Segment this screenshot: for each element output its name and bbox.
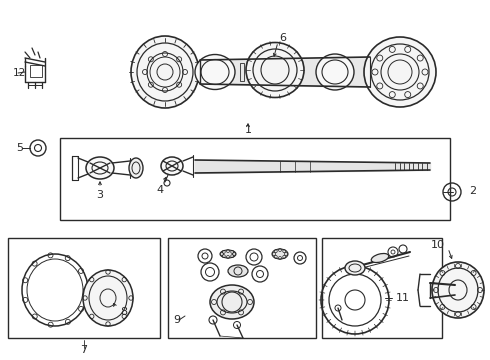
- Ellipse shape: [195, 54, 235, 90]
- Bar: [256, 63, 260, 81]
- Bar: [322, 238, 442, 338]
- Ellipse shape: [345, 261, 365, 275]
- Text: 8: 8: [120, 307, 127, 317]
- Ellipse shape: [246, 42, 304, 98]
- Text: 11: 11: [396, 293, 410, 303]
- Ellipse shape: [228, 265, 248, 277]
- Bar: [248, 63, 252, 81]
- Ellipse shape: [210, 285, 254, 319]
- Ellipse shape: [432, 262, 484, 318]
- Bar: [8, 238, 160, 338]
- Ellipse shape: [364, 37, 436, 107]
- Text: 9: 9: [173, 315, 180, 325]
- Text: 12: 12: [13, 68, 26, 78]
- Text: 4: 4: [156, 185, 164, 195]
- Bar: [60, 138, 450, 220]
- Ellipse shape: [129, 158, 143, 178]
- Bar: [168, 238, 316, 338]
- Bar: [240, 63, 244, 81]
- Ellipse shape: [220, 250, 236, 258]
- Text: 5: 5: [16, 143, 23, 153]
- Ellipse shape: [316, 54, 354, 90]
- Text: 7: 7: [80, 345, 88, 355]
- Text: 6: 6: [279, 33, 287, 43]
- Ellipse shape: [272, 249, 288, 259]
- Ellipse shape: [371, 253, 389, 262]
- Ellipse shape: [161, 157, 183, 175]
- Text: 1: 1: [245, 125, 251, 135]
- Ellipse shape: [131, 36, 199, 108]
- Text: 2: 2: [469, 186, 476, 196]
- Bar: [30, 65, 42, 77]
- Text: 10: 10: [431, 240, 445, 250]
- Text: 3: 3: [97, 190, 103, 200]
- Ellipse shape: [86, 157, 114, 179]
- Ellipse shape: [83, 270, 133, 326]
